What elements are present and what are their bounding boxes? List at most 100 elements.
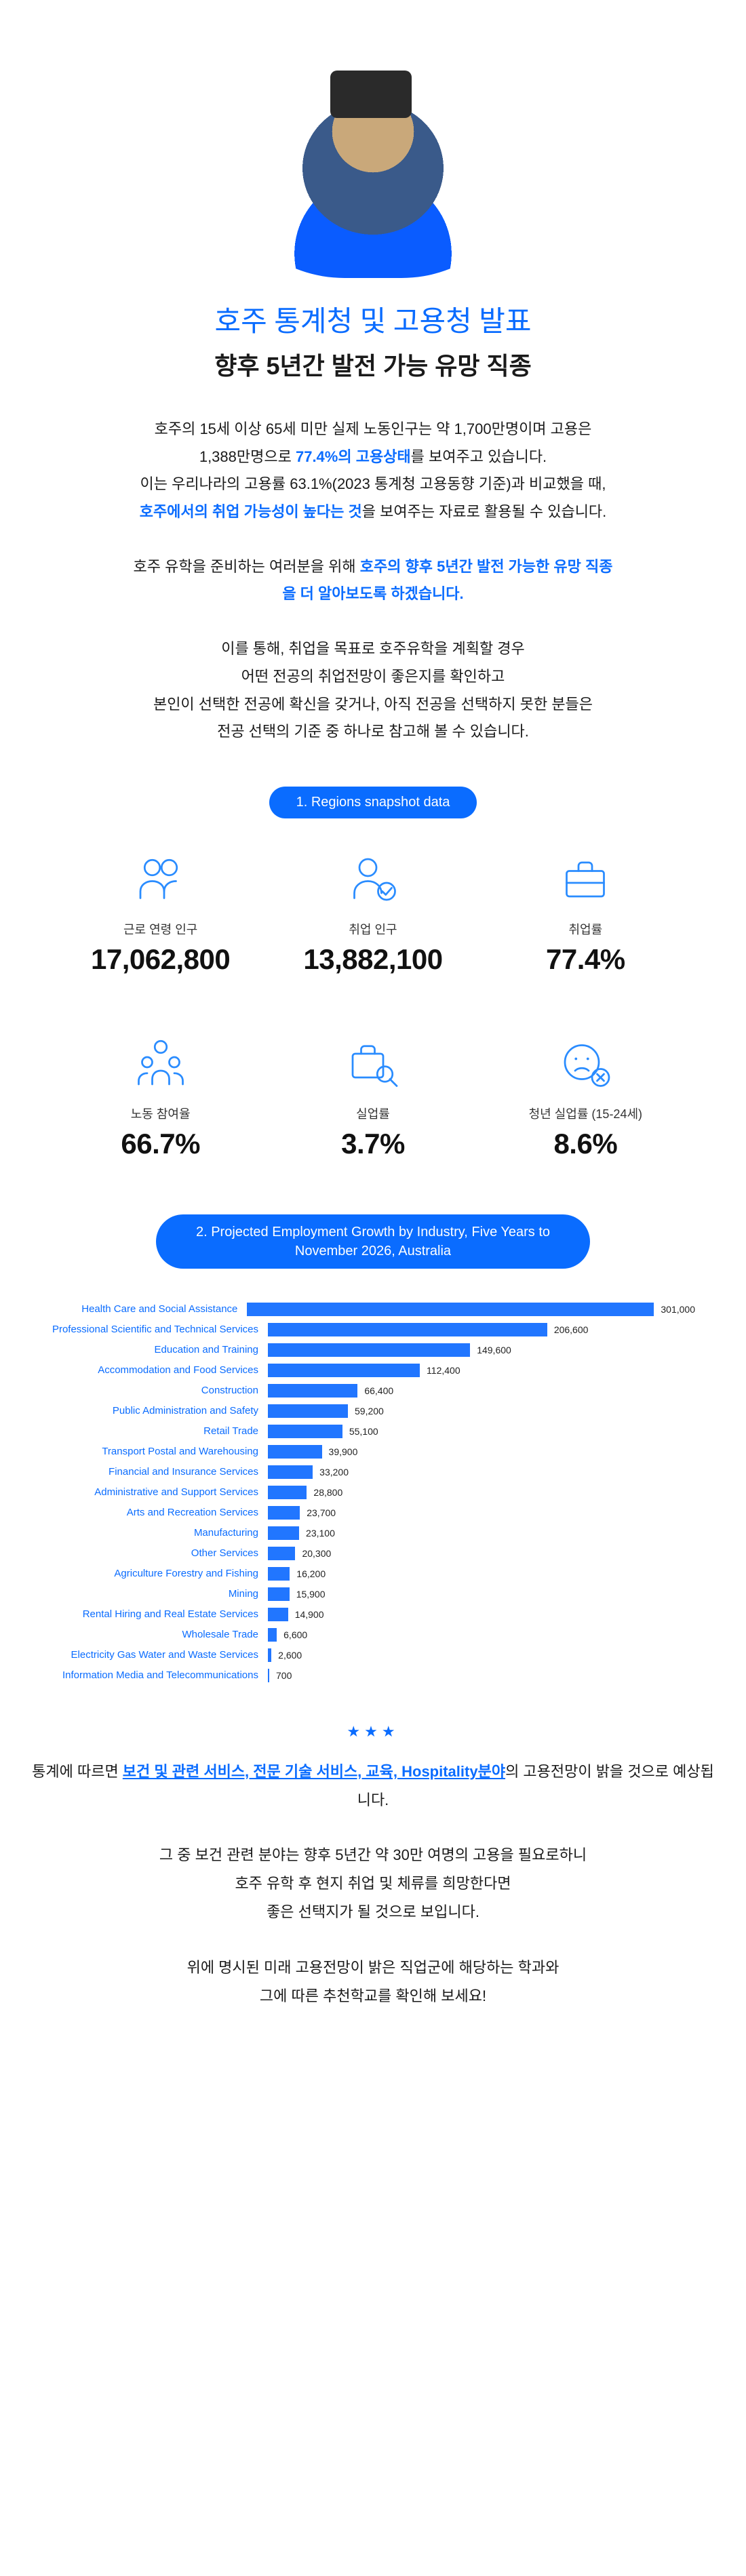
stat-value: 8.6% (493, 1128, 678, 1160)
intro-line: 1,388만명으로 77.4%의 고용상태를 보여주고 있습니다. (27, 443, 719, 471)
intro-line: 이는 우리나라의 고용률 63.1%(2023 통계청 고용동향 기준)과 비교… (27, 471, 719, 498)
bar-fill (268, 1486, 307, 1499)
family-icon (134, 1037, 188, 1091)
bar-value: 39,900 (329, 1446, 358, 1457)
intro-line: 호주 유학을 준비하는 여러분을 위해 호주의 향후 5년간 발전 가능한 유망… (27, 553, 719, 581)
intro-paragraph-1: 호주의 15세 이상 65세 미만 실제 노동인구는 약 1,700만명이며 고… (27, 416, 719, 526)
stat-cell: 근로 연령 인구17,062,800 (68, 852, 253, 976)
bar-fill (268, 1669, 269, 1682)
bar-track: 55,100 (268, 1425, 695, 1438)
bar-row: Professional Scientific and Technical Se… (51, 1323, 695, 1336)
bar-fill (268, 1547, 295, 1560)
bar-label: Retail Trade (51, 1425, 268, 1437)
bar-label: Agriculture Forestry and Fishing (51, 1568, 268, 1579)
bar-value: 206,600 (554, 1324, 589, 1335)
bar-value: 700 (276, 1670, 292, 1681)
bar-track: 112,400 (268, 1364, 695, 1377)
bar-row: Health Care and Social Assistance301,000 (51, 1303, 695, 1316)
outro-line: 그 중 보건 관련 분야는 향후 5년간 약 30만 여명의 고용을 필요로하니 (27, 1841, 719, 1869)
bar-fill (268, 1465, 313, 1479)
intro-line: 이를 통해, 취업을 목표로 호주유학을 계획할 경우 (27, 635, 719, 663)
intro-line: 전공 선택의 기준 중 하나로 참고해 볼 수 있습니다. (27, 718, 719, 746)
bar-track: 2,600 (268, 1648, 695, 1662)
bar-row: Public Administration and Safety 59,200 (51, 1404, 695, 1418)
bar-row: Construction 66,400 (51, 1384, 695, 1398)
outro-line: 위에 명시된 미래 고용전망이 밝은 직업군에 해당하는 학과와 (27, 1954, 719, 1982)
stat-value: 17,062,800 (68, 943, 253, 976)
bar-fill (268, 1445, 322, 1459)
hero-image (27, 34, 719, 278)
bar-label: Other Services (51, 1547, 268, 1559)
briefcase-search-icon (346, 1037, 400, 1091)
bar-label: Accommodation and Food Services (51, 1364, 268, 1376)
stat-label: 노동 참여율 (68, 1105, 253, 1122)
bar-value: 2,600 (278, 1650, 302, 1661)
bar-label: Public Administration and Safety (51, 1405, 268, 1416)
outro-line: 그에 따른 추천학교를 확인해 보세요! (27, 1982, 719, 2010)
stat-cell: 노동 참여율 66.7% (68, 1037, 253, 1160)
intro-line: 을 더 알아보도록 하겠습니다. (27, 580, 719, 608)
bar-track: 149,600 (268, 1343, 695, 1357)
bar-value: 66,400 (364, 1385, 393, 1396)
bar-track: 14,900 (268, 1608, 695, 1621)
people-icon (134, 852, 188, 907)
bar-value: 23,700 (307, 1507, 336, 1518)
bar-value: 149,600 (477, 1345, 511, 1355)
bar-fill (268, 1343, 470, 1357)
bar-row: Financial and Insurance Services33,200 (51, 1465, 695, 1479)
bar-track: 59,200 (268, 1404, 695, 1418)
bar-label: Education and Training (51, 1344, 268, 1355)
bar-fill (268, 1567, 290, 1581)
bar-track: 301,000 (247, 1303, 695, 1316)
bar-row: Information Media and Telecommunications… (51, 1669, 695, 1682)
bar-label: Transport Postal and Warehousing (51, 1446, 268, 1457)
bar-label: Rental Hiring and Real Estate Services (51, 1608, 268, 1620)
bar-label: Arts and Recreation Services (51, 1507, 268, 1518)
bar-track: 23,700 (268, 1506, 695, 1520)
bar-value: 23,100 (306, 1528, 335, 1539)
bar-fill (268, 1648, 271, 1662)
bar-value: 6,600 (283, 1629, 307, 1640)
bar-label: Financial and Insurance Services (51, 1466, 268, 1478)
bar-track: 28,800 (268, 1486, 695, 1499)
section-2-heading: 2. Projected Employment Growth by Indust… (156, 1214, 590, 1269)
bar-fill (247, 1303, 654, 1316)
stats-grid: 근로 연령 인구17,062,800취업 인구13,882,100취업률77.4… (68, 852, 678, 1160)
intro-paragraph-3: 이를 통해, 취업을 목표로 호주유학을 계획할 경우 어떤 전공의 취업전망이… (27, 635, 719, 746)
bar-fill (268, 1364, 420, 1377)
bar-track: 6,600 (268, 1628, 695, 1642)
bar-row: Mining15,900 (51, 1587, 695, 1601)
bar-row: Accommodation and Food Services 112,400 (51, 1364, 695, 1377)
bar-track: 16,200 (268, 1567, 695, 1581)
script-subtitle: 호주 통계청 및 고용청 발표 (27, 298, 719, 340)
outro-paragraph-3: 위에 명시된 미래 고용전망이 밝은 직업군에 해당하는 학과와 그에 따른 추… (27, 1954, 719, 2010)
bar-value: 301,000 (661, 1304, 695, 1315)
bar-fill (268, 1384, 357, 1398)
bar-label: Information Media and Telecommunications (51, 1669, 268, 1681)
bar-row: Manufacturing23,100 (51, 1526, 695, 1540)
stat-label: 취업 인구 (280, 920, 465, 938)
bar-row: Wholesale Trade 6,600 (51, 1628, 695, 1642)
stat-value: 66.7% (68, 1128, 253, 1160)
page-title: 향후 5년간 발전 가능 유망 직종 (27, 346, 719, 382)
bar-value: 59,200 (355, 1406, 384, 1416)
bar-value: 112,400 (427, 1365, 460, 1376)
bar-label: Construction (51, 1385, 268, 1396)
stat-value: 77.4% (493, 943, 678, 976)
bar-value: 16,200 (296, 1568, 326, 1579)
bar-row: Transport Postal and Warehousing 39,900 (51, 1445, 695, 1459)
bar-fill (268, 1323, 547, 1336)
stat-label: 청년 실업률 (15-24세) (493, 1105, 678, 1122)
stat-cell: 취업률77.4% (493, 852, 678, 976)
stat-cell: 실업률3.7% (280, 1037, 465, 1160)
bar-track: 15,900 (268, 1587, 695, 1601)
stat-label: 실업률 (280, 1105, 465, 1122)
outro-paragraph-2: 그 중 보건 관련 분야는 향후 5년간 약 30만 여명의 고용을 필요로하니… (27, 1841, 719, 1926)
bar-label: Administrative and Support Services (51, 1486, 268, 1498)
bar-fill (268, 1628, 277, 1642)
intro-line: 호주에서의 취업 가능성이 높다는 것을 보여주는 자료로 활용될 수 있습니다… (27, 498, 719, 526)
bar-fill (268, 1587, 290, 1601)
bar-row: Other Services 20,300 (51, 1547, 695, 1560)
bar-value: 20,300 (302, 1548, 331, 1559)
bar-label: Wholesale Trade (51, 1629, 268, 1640)
